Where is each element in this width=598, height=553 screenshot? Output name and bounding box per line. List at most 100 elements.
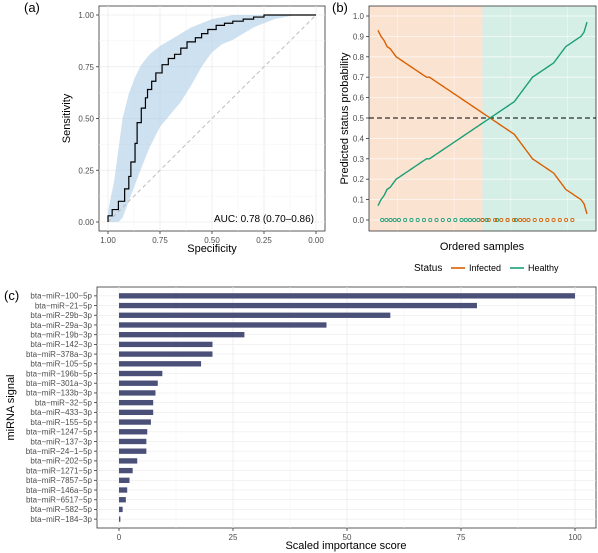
panel-a-x-tick-label: 0.75 <box>152 236 168 245</box>
importance-bar <box>119 487 128 493</box>
panel-b-y-tick-label: 0.4 <box>353 134 365 143</box>
panel-a-y-ticks: 0.00 0.25 0.50 0.75 1.00 <box>78 11 99 227</box>
rug-point-healthy <box>447 217 452 223</box>
panel-a-x-axis-title: Specificity <box>187 243 237 255</box>
rug-point-infected <box>480 217 485 223</box>
importance-bar <box>119 361 202 367</box>
importance-bar <box>119 390 156 396</box>
importance-bar <box>119 351 213 357</box>
panel-b-y-tick-label: 0.0 <box>353 216 365 225</box>
importance-bar <box>119 497 126 503</box>
panel-b-y-tick-label: 0.8 <box>353 53 365 62</box>
panel-b-y-tick-label: 0.1 <box>353 196 365 205</box>
rug-point-infected <box>564 217 569 223</box>
rug-point-infected <box>545 217 550 223</box>
rug-point-healthy <box>495 217 500 223</box>
panel-a-y-tick-label: 0.50 <box>78 115 94 124</box>
panel-c-x-axis-title: Scaled importance score <box>285 540 406 552</box>
rug-point-infected <box>570 217 575 223</box>
mirna-label: bta−miR−155−5p <box>30 418 92 427</box>
importance-bar <box>119 312 391 318</box>
panel-a-x-tick-label: 0.00 <box>308 236 324 245</box>
importance-bar <box>119 429 148 435</box>
rug-point-healthy <box>484 217 489 223</box>
rug-point-healthy <box>467 217 473 223</box>
rug-point-healthy <box>388 217 393 223</box>
rug-point-infected <box>522 217 527 223</box>
panel-a-x-ticks: 1.00 0.75 0.50 0.25 0.00 <box>100 231 324 245</box>
rug-point-healthy <box>409 217 414 223</box>
panel-a-y-tick-label: 1.00 <box>78 11 94 20</box>
panel-c-x-tick-label: 50 <box>343 533 352 542</box>
panel-a-roc-curve <box>107 14 316 222</box>
panel-b-rug-points <box>380 217 575 223</box>
panel-b-y-tick-label: 0.9 <box>353 32 365 41</box>
panel-a-x-tick-label: 1.00 <box>100 236 116 245</box>
importance-bar <box>119 467 133 474</box>
panel-a-x-tick-label: 0.50 <box>204 236 220 245</box>
rug-point-infected <box>526 217 531 223</box>
mirna-label: bta−miR−582−5p <box>30 505 92 514</box>
importance-bar <box>119 409 154 416</box>
panel-b-y-tick-label: 0.5 <box>353 114 365 123</box>
legend-title: Status <box>414 263 442 274</box>
panel-a-y-axis-title: Sensitivity <box>61 93 73 143</box>
importance-bar <box>119 438 147 445</box>
panel-c-x-tick-label: 75 <box>457 533 466 542</box>
mirna-label: bta−miR−100−5p <box>30 292 92 301</box>
rug-point-healthy <box>463 217 468 223</box>
importance-bar <box>119 380 158 386</box>
panel-a-roc-chart: (a) 1.00 0.75 0.50 0.25 0.00 0.00 0.25 0.50 0.7… <box>24 0 326 255</box>
panel-b-y-tick-label: 0.3 <box>353 155 365 164</box>
mirna-label: bta−miR−6517−5p <box>26 496 93 505</box>
mirna-label: bta−miR−105−5p <box>30 360 92 369</box>
rug-point-healthy <box>440 217 445 223</box>
mirna-label: bta−miR−184−3p <box>30 515 92 524</box>
rug-point-healthy <box>392 217 397 223</box>
mirna-label: bta−miR−29b−3p <box>30 311 92 320</box>
panel-b-infected-line <box>377 29 588 215</box>
panel-a-auc-annotation: AUC: 0.78 (0.70–0.86) <box>214 214 314 225</box>
rug-point-healthy <box>459 217 464 223</box>
panel-a-x-tick-label: 0.25 <box>256 236 272 245</box>
mirna-label: bta−miR−19b−3p <box>30 330 92 339</box>
panel-c-x-tick-label: 25 <box>229 533 238 542</box>
panel-b-y-tick-label: 0.6 <box>353 94 365 103</box>
rug-point-healthy <box>513 217 518 223</box>
legend-infected-label: Infected <box>469 263 501 273</box>
mirna-label: bta−miR−378a−3p <box>26 350 93 359</box>
panel-c-label: (c) <box>4 288 19 303</box>
rug-point-healthy <box>396 217 401 223</box>
mirna-label: bta−miR−21−5p <box>35 301 93 310</box>
importance-bar <box>119 399 154 406</box>
rug-point-healthy <box>421 217 427 223</box>
rug-point-infected <box>499 217 504 223</box>
rug-point-healthy <box>428 217 433 223</box>
importance-bar <box>119 477 130 483</box>
panel-b-y-axis-title: Predicted status probability <box>339 52 351 185</box>
mirna-label: bta−miR−433−3p <box>30 408 92 417</box>
rug-point-infected <box>486 217 491 223</box>
panel-b-legend: Status Infected Healthy <box>414 263 559 274</box>
rug-point-infected <box>551 217 556 223</box>
importance-bar <box>119 370 163 377</box>
importance-bar <box>119 341 213 348</box>
panel-b-healthy-line <box>377 21 588 207</box>
panel-c-x-ticks: 0 25 50 75 100 <box>117 528 582 542</box>
panel-c-bars <box>119 293 575 522</box>
rug-point-healthy <box>384 217 389 223</box>
panel-b-y-tick-label: 0.2 <box>353 175 365 184</box>
panel-b-y-ticks: 0.0 0.1 0.2 0.3 0.4 0.5 0.6 0.7 0.8 0.9 1.0 <box>353 12 369 225</box>
rug-point-infected <box>518 217 523 223</box>
mirna-label: bta−miR−202−5p <box>30 457 92 466</box>
panel-c-x-tick-label: 100 <box>568 533 582 542</box>
mirna-label: bta−miR−24−1−5p <box>26 447 93 456</box>
mirna-label: bta−miR−1247−5p <box>26 428 93 437</box>
panel-c-x-tick-label: 0 <box>117 533 122 542</box>
importance-bar <box>119 506 123 513</box>
panel-b-x-axis-title: Ordered samples <box>440 241 525 253</box>
rug-point-healthy <box>453 217 458 223</box>
importance-bar <box>119 448 147 454</box>
panel-b-y-tick-label: 1.0 <box>353 12 365 21</box>
panel-b-probability-chart: (b) 0.0 0.1 0.2 0.3 0.4 0.5 0.6 0.7 0.8 0.9 1.0 Or… <box>332 0 597 274</box>
